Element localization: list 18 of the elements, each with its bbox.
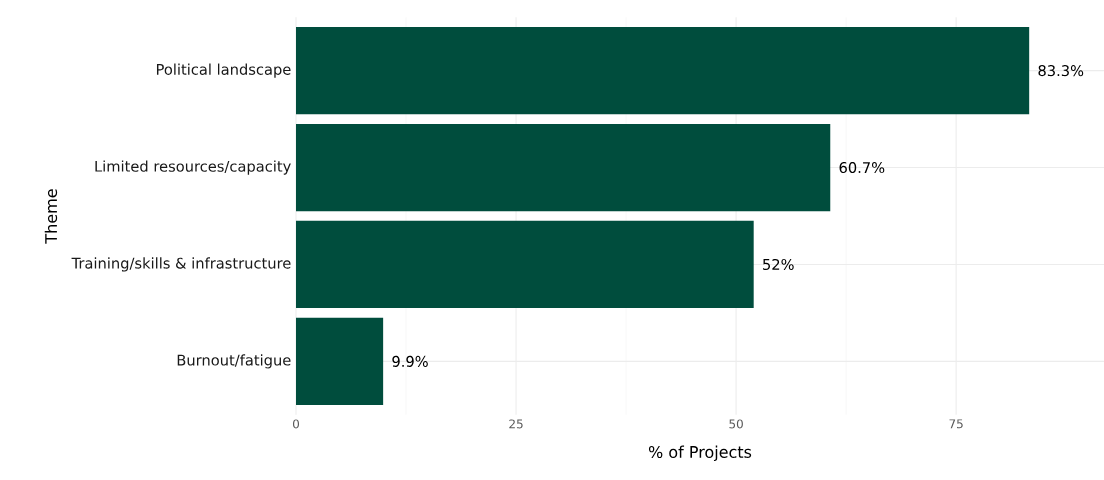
y-tick-label: Limited resources/capacity xyxy=(95,160,291,175)
y-tick-label: Burnout/fatigue xyxy=(177,354,291,369)
x-axis-title: % of Projects xyxy=(648,445,752,462)
data-label: 60.7% xyxy=(839,162,885,174)
y-tick-label: Political landscape xyxy=(156,63,291,78)
bar xyxy=(296,27,1030,115)
data-label: 9.9% xyxy=(392,355,428,367)
y-tick-label: Training/skills & infrastructure xyxy=(71,257,291,272)
x-tick-label: 25 xyxy=(509,419,523,429)
x-tick-label: 50 xyxy=(729,419,743,429)
data-label: 52% xyxy=(763,258,794,271)
x-tick-label: 0 xyxy=(292,419,300,429)
data-label: 83.3% xyxy=(1038,65,1084,77)
y-axis-title: Theme xyxy=(44,189,58,244)
bar xyxy=(296,220,754,309)
bar xyxy=(296,123,831,212)
x-tick-label: 75 xyxy=(949,419,963,429)
bar xyxy=(296,317,384,405)
